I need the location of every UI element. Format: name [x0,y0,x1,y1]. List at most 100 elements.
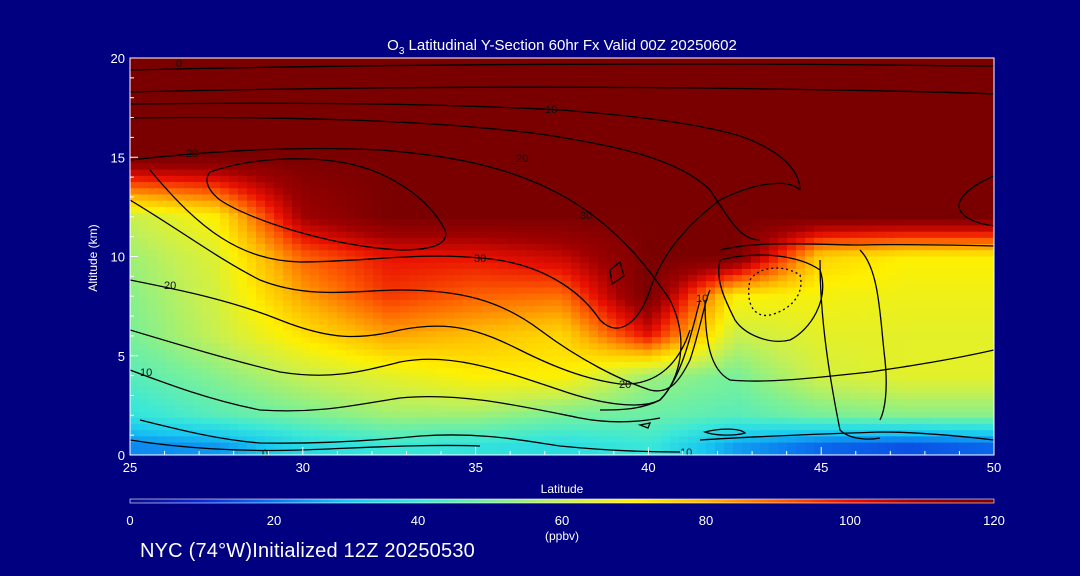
field-cell [625,151,635,158]
field-cell [148,324,158,332]
field-cell [571,82,581,90]
field-cell [499,188,509,196]
field-cell [193,151,203,158]
field-cell [688,138,698,146]
field-cell [571,231,581,239]
field-cell [535,70,545,78]
field-cell [481,256,491,264]
field-cell [823,268,833,276]
field-cell [328,349,338,357]
field-cell [571,157,581,165]
field-cell [553,312,563,320]
field-cell [598,324,608,332]
field-cell [877,337,887,344]
field-cell [787,157,797,165]
field-cell [436,244,446,251]
field-cell [850,231,860,239]
field-cell [661,132,671,140]
field-cell [229,281,239,289]
field-cell [364,206,374,214]
field-cell [751,368,761,375]
field-cell [508,281,518,289]
field-cell [382,175,392,183]
field-cell [472,70,482,78]
field-cell [265,287,275,295]
field-cell [778,225,788,233]
field-cell [967,58,977,65]
field-cell [418,244,428,251]
field-cell [337,299,347,307]
field-cell [283,70,293,78]
field-cell [355,287,365,295]
field-cell [184,89,194,96]
field-cell [823,343,833,351]
field-cell [706,144,716,152]
field-cell [166,380,176,388]
field-cell [832,151,842,158]
field-cell [976,95,986,103]
field-cell [859,343,869,351]
field-cell [859,361,869,369]
field-cell [733,256,743,264]
field-cell [193,330,203,338]
field-cell [562,281,572,289]
field-cell [805,182,815,189]
field-cell [859,312,869,320]
field-cell [346,244,356,251]
field-cell [166,275,176,282]
field-cell [823,169,833,177]
field-cell [400,374,410,382]
field-cell [715,70,725,78]
field-cell [733,82,743,90]
field-cell [940,293,950,301]
field-cell [247,262,257,270]
field-cell [301,262,311,270]
field-cell [193,225,203,233]
field-cell [562,182,572,189]
field-cell [211,151,221,158]
field-cell [967,132,977,140]
field-cell [481,157,491,165]
field-cell [886,256,896,264]
field-cell [562,324,572,332]
field-cell [553,237,563,245]
field-cell [418,182,428,189]
field-cell [688,120,698,127]
field-cell [742,275,752,282]
field-cell [904,76,914,84]
field-cell [976,206,986,214]
field-cell [841,275,851,282]
field-cell [913,157,923,165]
field-cell [850,268,860,276]
field-cell [364,293,374,301]
field-cell [292,368,302,375]
field-cell [436,256,446,264]
field-cell [256,120,266,127]
field-cell [841,355,851,363]
field-cell [670,330,680,338]
field-cell [625,368,635,375]
field-cell [247,175,257,183]
field-cell [193,82,203,90]
field-cell [481,324,491,332]
field-cell [283,64,293,71]
field-cell [571,76,581,84]
field-cell [958,349,968,357]
field-cell [463,194,473,202]
field-cell [238,225,248,233]
field-cell [418,194,428,202]
field-cell [454,237,464,245]
field-cell [760,70,770,78]
field-cell [463,330,473,338]
field-cell [724,95,734,103]
field-cell [850,262,860,270]
field-cell [175,188,185,196]
field-cell [985,76,994,84]
field-cell [796,144,806,152]
field-cell [823,262,833,270]
field-cell [472,113,482,121]
field-cell [256,206,266,214]
field-cell [985,237,994,245]
field-cell [643,64,653,71]
field-cell [130,126,140,134]
